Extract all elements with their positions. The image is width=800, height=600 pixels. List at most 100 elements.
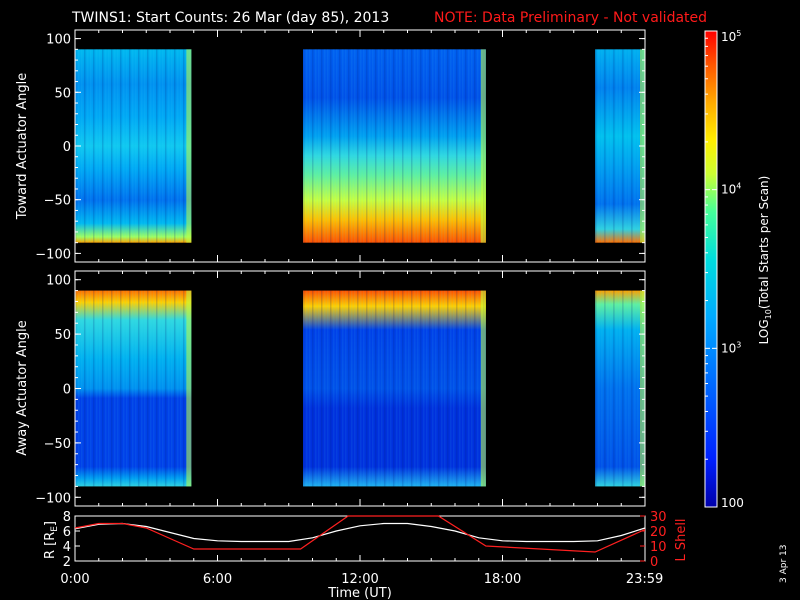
away-texture-streak bbox=[450, 290, 452, 487]
away-texture-streak bbox=[357, 290, 359, 487]
away-texture-streak bbox=[474, 290, 476, 487]
toward-texture-streak bbox=[156, 49, 158, 243]
away-texture-streak bbox=[387, 290, 389, 487]
toward-texture-streak bbox=[177, 49, 179, 243]
away-texture-streak bbox=[453, 290, 455, 487]
away-texture-streak bbox=[99, 290, 101, 487]
away-texture-streak bbox=[429, 290, 431, 487]
away-texture-streak bbox=[405, 290, 407, 487]
colorbar-tick-label: 105 bbox=[721, 29, 741, 44]
toward-texture-streak bbox=[429, 49, 431, 243]
toward-texture-streak bbox=[357, 49, 359, 243]
toward-texture-streak bbox=[324, 49, 326, 243]
away-texture-streak bbox=[150, 290, 152, 487]
toward-heatmap bbox=[75, 49, 645, 243]
toward-ytick-label: −100 bbox=[35, 247, 71, 262]
toward-texture-streak bbox=[123, 49, 125, 243]
toward-ytick-label: 100 bbox=[46, 33, 71, 48]
away-texture-streak bbox=[634, 290, 636, 487]
toward-texture-streak bbox=[426, 49, 428, 243]
away-block-edge bbox=[186, 290, 192, 487]
toward-texture-streak bbox=[333, 49, 335, 243]
toward-texture-streak bbox=[637, 49, 639, 243]
toward-texture-streak bbox=[408, 49, 410, 243]
toward-data-block bbox=[303, 49, 486, 243]
toward-texture-streak bbox=[141, 49, 143, 243]
toward-texture-streak bbox=[598, 49, 600, 243]
toward-texture-streak bbox=[465, 49, 467, 243]
away-panel: 100 50 0 −50 −100 Away Actuator Angle bbox=[15, 270, 646, 507]
away-texture-streak bbox=[414, 290, 416, 487]
away-texture-streak bbox=[432, 290, 434, 487]
away-texture-streak bbox=[601, 290, 603, 487]
toward-texture-streak bbox=[378, 49, 380, 243]
away-texture-streak bbox=[619, 290, 621, 487]
toward-texture-streak bbox=[462, 49, 464, 243]
toward-data-block bbox=[595, 49, 645, 243]
toward-texture-streak bbox=[111, 49, 113, 243]
toward-texture-streak bbox=[117, 49, 119, 243]
toward-texture-streak bbox=[174, 49, 176, 243]
away-texture-streak bbox=[177, 290, 179, 487]
toward-texture-streak bbox=[468, 49, 470, 243]
toward-texture-streak bbox=[165, 49, 167, 243]
toward-texture-streak bbox=[384, 49, 386, 243]
toward-texture-streak bbox=[150, 49, 152, 243]
away-texture-streak bbox=[81, 290, 83, 487]
r-series-line bbox=[74, 522, 646, 543]
toward-texture-streak bbox=[625, 49, 627, 243]
colorbar-label: LOG10(Total Starts per Scan) bbox=[757, 176, 773, 345]
away-texture-streak bbox=[162, 290, 164, 487]
toward-texture-streak bbox=[132, 49, 134, 243]
toward-texture-streak bbox=[402, 49, 404, 243]
away-texture-streak bbox=[622, 290, 624, 487]
orbit-y2tick-label: 0 bbox=[650, 555, 658, 570]
colorbar-tick-label: 104 bbox=[721, 182, 741, 197]
toward-texture-streak bbox=[327, 49, 329, 243]
toward-texture-streak bbox=[399, 49, 401, 243]
orbit-panel-frame bbox=[74, 515, 646, 562]
toward-texture-streak bbox=[423, 49, 425, 243]
toward-texture-streak bbox=[354, 49, 356, 243]
toward-texture-streak bbox=[342, 49, 344, 243]
away-texture-streak bbox=[408, 290, 410, 487]
away-texture-streak bbox=[378, 290, 380, 487]
orbit-ytick-label: 4 bbox=[63, 540, 71, 555]
toward-texture-streak bbox=[435, 49, 437, 243]
preliminary-note: NOTE: Data Preliminary - Not validated bbox=[434, 10, 707, 26]
away-texture-streak bbox=[108, 290, 110, 487]
away-ytick-label: −100 bbox=[35, 491, 71, 506]
toward-texture-streak bbox=[153, 49, 155, 243]
away-texture-streak bbox=[144, 290, 146, 487]
away-texture-streak bbox=[324, 290, 326, 487]
away-texture-streak bbox=[117, 290, 119, 487]
away-ylabel: Away Actuator Angle bbox=[15, 320, 30, 455]
away-texture-streak bbox=[471, 290, 473, 487]
orbit-y2tick-label: 30 bbox=[650, 510, 667, 525]
toward-texture-streak bbox=[396, 49, 398, 243]
away-texture-streak bbox=[105, 290, 107, 487]
away-texture-streak bbox=[390, 290, 392, 487]
away-texture-streak bbox=[126, 290, 128, 487]
away-texture-streak bbox=[321, 290, 323, 487]
away-texture-streak bbox=[441, 290, 443, 487]
away-texture-streak bbox=[372, 290, 374, 487]
away-texture-streak bbox=[381, 290, 383, 487]
away-texture-streak bbox=[153, 290, 155, 487]
away-texture-streak bbox=[333, 290, 335, 487]
toward-texture-streak bbox=[414, 49, 416, 243]
away-texture-streak bbox=[93, 290, 95, 487]
orbit-ytick-label: 6 bbox=[63, 525, 71, 540]
toward-texture-streak bbox=[345, 49, 347, 243]
toward-texture-streak bbox=[303, 49, 305, 243]
toward-texture-streak bbox=[318, 49, 320, 243]
toward-texture-streak bbox=[420, 49, 422, 243]
away-heatmap bbox=[75, 290, 645, 487]
toward-texture-streak bbox=[180, 49, 182, 243]
toward-ytick-label: 50 bbox=[54, 86, 71, 101]
away-texture-streak bbox=[399, 290, 401, 487]
toward-texture-streak bbox=[309, 49, 311, 243]
